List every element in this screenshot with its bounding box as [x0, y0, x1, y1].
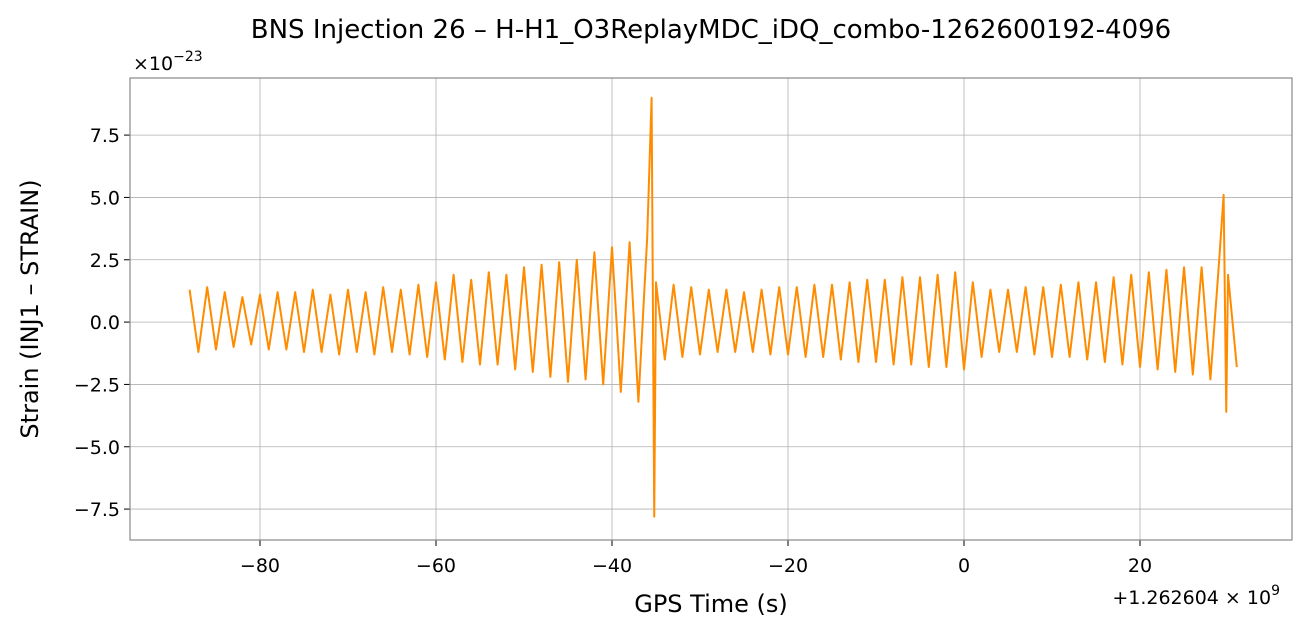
x-tick-label: −40	[592, 555, 632, 577]
y-offset: ×10−23	[133, 49, 203, 75]
y-tick-label: −2.5	[74, 374, 120, 396]
x-axis-label: GPS Time (s)	[634, 590, 788, 618]
x-tick-label: 0	[958, 555, 970, 577]
chart-title: BNS Injection 26 – H-H1_O3ReplayMDC_iDQ_…	[251, 15, 1171, 45]
y-tick-label: −7.5	[74, 499, 120, 521]
x-tick-label: −60	[416, 555, 456, 577]
y-tick-label: 0.0	[90, 312, 120, 334]
y-tick-label: −5.0	[74, 437, 120, 459]
y-offset-exponent: −23	[173, 49, 203, 65]
plot-frame	[129, 77, 1293, 541]
series-line	[188, 96, 1238, 518]
y-axis-label: Strain (INJ1 – STRAIN)	[16, 179, 44, 438]
y-offset-base: ×10	[133, 53, 173, 75]
x-tick-label: −20	[768, 555, 808, 577]
y-tick-label: 2.5	[90, 250, 120, 272]
y-tick-label: 5.0	[90, 187, 120, 209]
x-offset: +1.262604 × 109	[1112, 583, 1280, 609]
y-tick-label: 7.5	[90, 125, 120, 147]
x-offset-base: +1.262604 × 10	[1112, 587, 1271, 609]
x-tick-label: 20	[1128, 555, 1152, 577]
x-offset-exponent: 9	[1271, 583, 1280, 599]
x-tick-label: −80	[240, 555, 280, 577]
